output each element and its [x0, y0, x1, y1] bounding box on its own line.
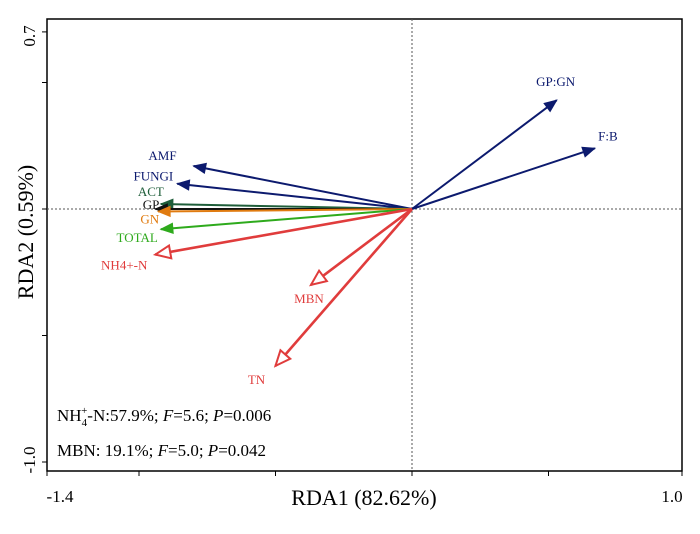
arrowhead-nh4-n [152, 243, 173, 260]
stat-nh4-f-value: =5.6; [173, 406, 213, 425]
stat-nh4-p-value: =0.006 [223, 406, 271, 425]
stat-nh4-pct: :57.9%; [105, 406, 163, 425]
vector-label-mbn: MBN [294, 291, 324, 306]
vector-label-gn: GN [140, 212, 159, 227]
plot-frame [46, 18, 683, 472]
stat-nh4-f-label: F [162, 406, 174, 425]
vector-fungi [177, 182, 413, 210]
vector-f-b [411, 147, 596, 210]
vector-mbn [310, 207, 413, 286]
vector-label-act: ACT [138, 184, 164, 199]
axis-ticks [42, 31, 683, 476]
y-axis-label: RDA2 (0.59%) [13, 165, 38, 299]
x-tick-label-min: -1.4 [47, 487, 74, 506]
vector-nh4-n [155, 207, 413, 256]
vector-label-total: TOTAL [117, 230, 158, 245]
vector-tn [274, 208, 413, 367]
vector-label-gp-gn: GP:GN [536, 74, 576, 89]
stat-mbn-p-value: =0.042 [218, 441, 266, 460]
vector-label-nh4-n: NH4+-N [101, 258, 148, 273]
arrowhead-gp-gn [543, 99, 558, 113]
arrowhead-fungi [175, 179, 191, 191]
arrowhead-mbn [308, 268, 329, 287]
vector-label-tn: TN [248, 372, 266, 387]
vector-amf [193, 165, 413, 210]
vector-label-f-b: F:B [598, 128, 618, 143]
arrowhead-gn [156, 205, 171, 218]
vector-label-gp: GP [143, 197, 160, 212]
arrowhead-f-b [581, 146, 597, 158]
stat-mbn-f-value: =5.0; [168, 441, 208, 460]
stat-nh4-p-label: P [212, 406, 223, 425]
y-tick-label-min: -1.0 [20, 447, 39, 474]
x-axis-label: RDA1 (82.62%) [291, 485, 436, 510]
stat-mbn-prefix: MBN: 19.1%; [57, 441, 158, 460]
y-tick-label-max: 0.7 [20, 25, 39, 47]
stat-mbn-f-label: F [157, 441, 169, 460]
vector-label-amf: AMF [148, 148, 176, 163]
stat-mbn: MBN: 19.1%; F=5.0; P=0.042 [57, 441, 266, 460]
vector-gp-gn [411, 99, 558, 210]
vector-total [160, 208, 413, 231]
arrowhead-total [159, 222, 174, 234]
stat-mbn-p-label: P [207, 441, 218, 460]
stat-nh4: NH4+-N:57.9%; F=5.6; P=0.006 [57, 405, 271, 429]
vector-gn [158, 208, 413, 213]
arrowhead-amf [192, 162, 207, 175]
x-tick-label-max: 1.0 [661, 487, 682, 506]
vector-label-fungi: FUNGI [133, 169, 173, 184]
arrowhead-tn [273, 348, 293, 368]
vectors-group [152, 99, 597, 368]
